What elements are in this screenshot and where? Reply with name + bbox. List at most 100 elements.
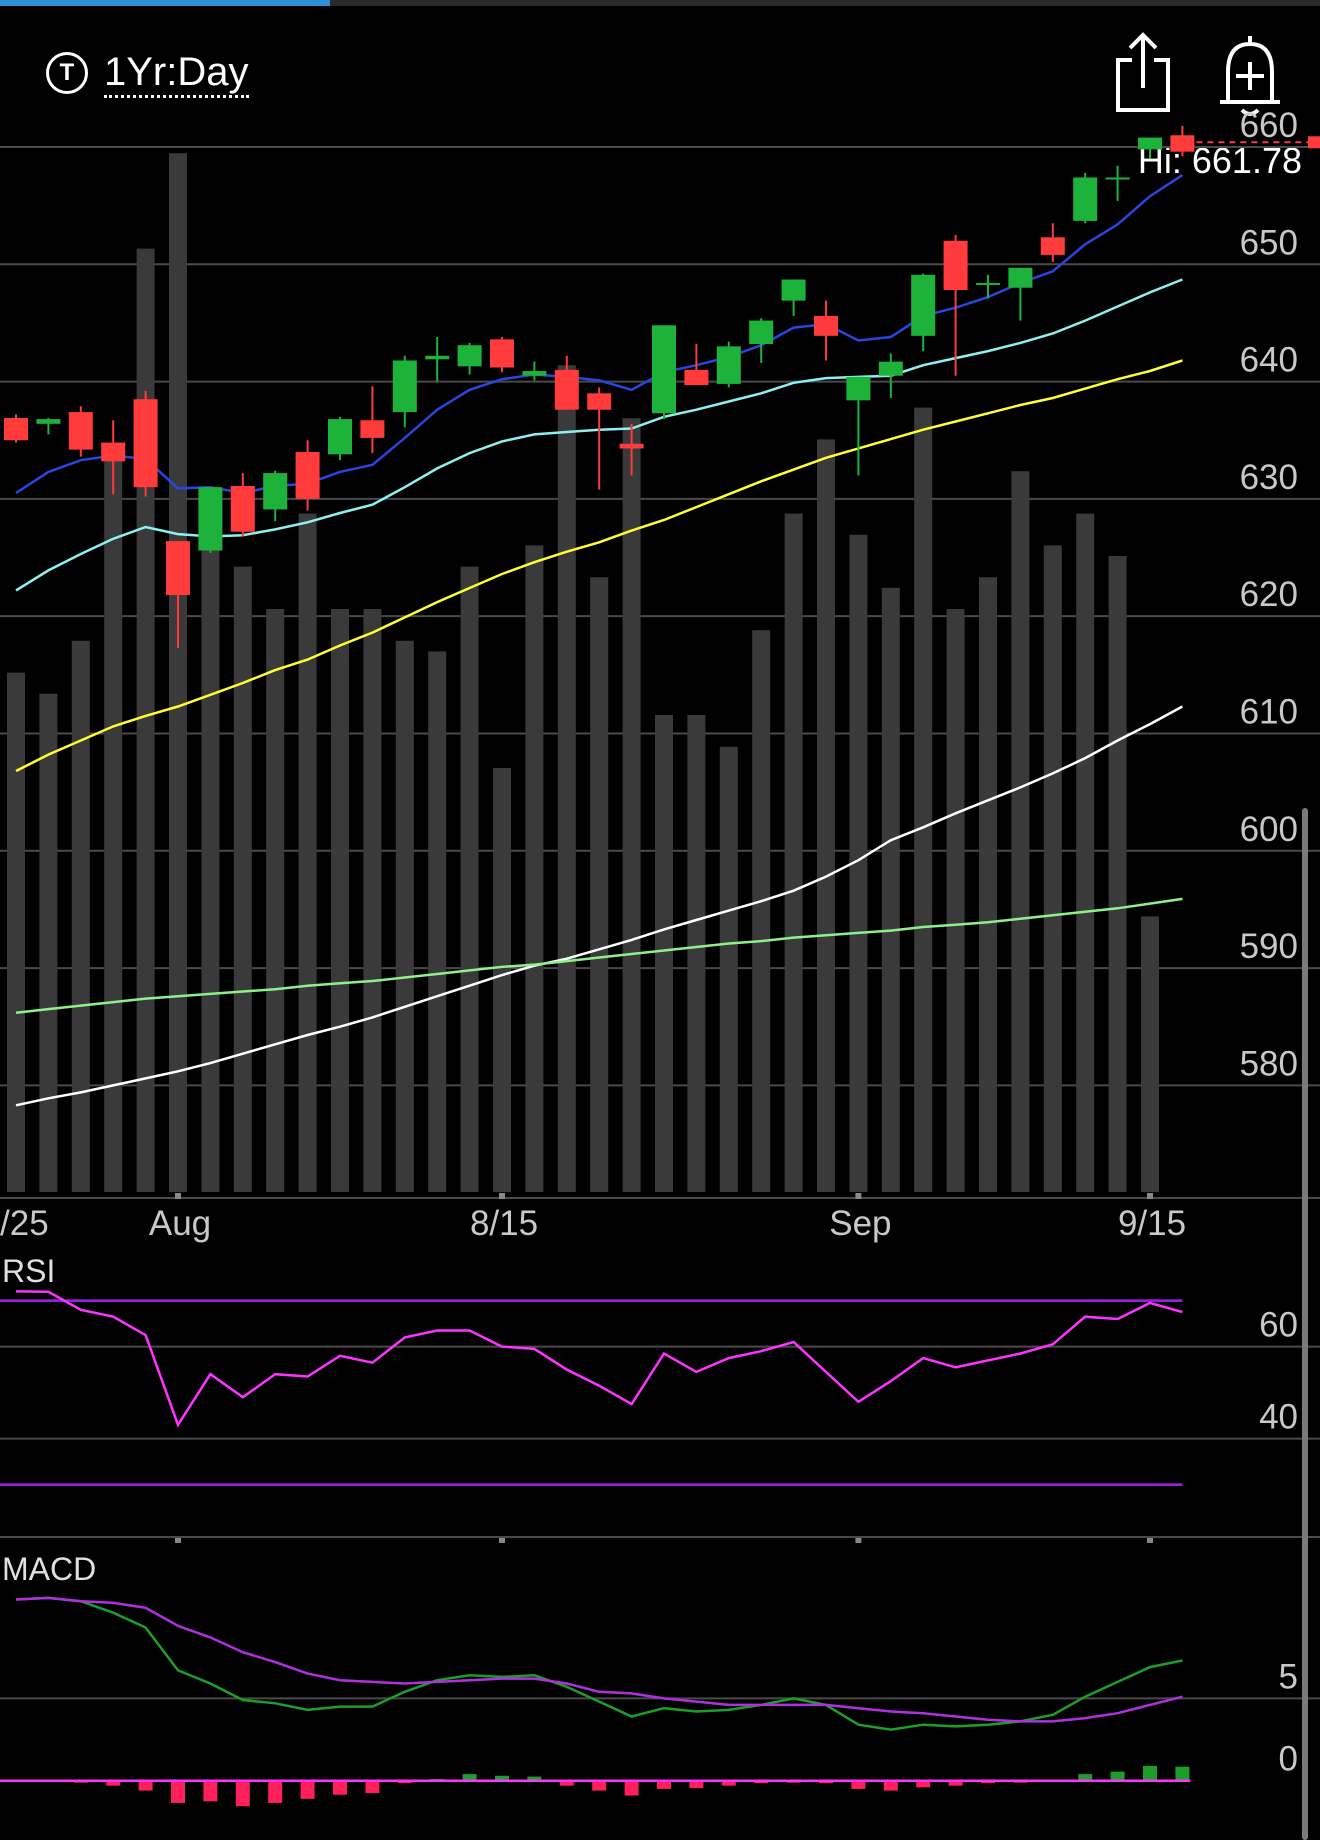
timeframe-label: 1Yr:Day [104,49,249,98]
volume-bar [493,768,511,1192]
volume-bar [1043,545,1062,1192]
price-tick-label: 590 [1240,927,1298,966]
volume-bar [1141,916,1159,1192]
candle-body [1170,135,1195,152]
volume-bar [395,640,414,1192]
volume-bar [136,248,155,1193]
macd-histogram-bar [689,1780,704,1789]
macd-tick-label: 0 [1279,1740,1298,1779]
volume-bar [881,587,900,1192]
candle-body [263,473,288,510]
timeframe-selector[interactable]: T 1Yr:Day [46,46,249,100]
macd-panel-title: MACD [2,1551,96,1587]
bell-plus-icon [1220,36,1280,116]
vertical-scrollbar[interactable] [1302,808,1308,1840]
candle-body [587,393,612,410]
volume-bar [557,365,576,1192]
candle-body [101,442,126,462]
candle-body [652,325,676,414]
date-axis-label: Aug [149,1204,211,1243]
macd-series-line [15,1596,1183,1731]
load-progress-bar [0,0,1320,6]
candle-body [1008,267,1033,288]
macd-histogram-bar [624,1780,639,1796]
volume-bar [719,746,738,1192]
rsi-tick-label: 60 [1259,1306,1298,1345]
price-tick-label: 630 [1240,458,1298,497]
date-axis-label: /25 [0,1204,49,1243]
candle-body [749,320,774,345]
volume-bar [590,577,609,1192]
macd-histogram-bar [171,1780,185,1803]
volume-bar [946,609,965,1192]
macd-histogram-bar [300,1780,315,1799]
candle-body [295,451,320,499]
candle-body [1105,177,1130,180]
macd-histogram-bar [106,1780,121,1786]
candle-body [1138,137,1162,150]
candle-body [554,369,579,410]
macd-histogram-bar [851,1780,866,1789]
candle-body [490,339,514,368]
last-price-marker [1308,136,1320,149]
candle-body [457,345,482,367]
candle-body [619,443,644,449]
macd-histogram-bar [365,1780,380,1794]
date-tick-mark [855,1537,862,1543]
macd-tick-label: 5 [1279,1657,1298,1696]
share-button[interactable] [1106,30,1178,116]
price-tick-label: 580 [1240,1044,1298,1083]
volume-bar [752,630,771,1192]
moving-average-line [15,897,1183,1014]
volume-bar [331,609,349,1192]
volume-bar [525,545,544,1192]
price-tick-label: 660 [1240,106,1298,145]
candle-body [392,360,417,413]
volume-bar [71,640,90,1192]
rsi-tick-label: 40 [1259,1398,1298,1437]
macd-histogram-bar [883,1780,898,1791]
volume-bar [39,693,58,1192]
macd-histogram-bar [721,1780,736,1786]
candle-body [198,487,223,551]
candle-body [522,371,547,376]
rsi-panel-title: RSI [2,1253,55,1289]
volume-bar [849,534,868,1192]
moving-average-line [15,359,1183,773]
candle-body [328,419,352,455]
date-tick-mark [499,1537,505,1543]
candle-body [36,419,61,424]
volume-bar [104,460,123,1193]
macd-histogram-bar [268,1780,283,1803]
date-axis-label: 9/15 [1118,1204,1186,1243]
price-tick-label: 600 [1240,810,1298,849]
alert-button[interactable] [1214,30,1286,116]
macd-histogram-bar [203,1780,218,1802]
macd-histogram-bar [916,1780,931,1788]
share-icon [1116,32,1170,112]
date-tick-mark [175,1193,181,1199]
date-tick-mark [499,1193,505,1199]
volume-bar [622,418,641,1192]
candle-body [976,283,1000,286]
macd-histogram-bar [948,1780,963,1786]
macd-histogram-bar [657,1780,671,1789]
volume-bar [298,513,317,1192]
macd-histogram-bar [462,1774,477,1781]
volume-bar [784,513,803,1192]
volume-bar [655,715,673,1192]
price-tick-label: 640 [1240,341,1298,380]
price-tick-label: 650 [1240,223,1298,262]
date-tick-mark [175,1537,181,1543]
load-progress-fill [0,0,330,6]
candle-body [133,399,158,488]
volume-bar [201,524,220,1192]
rsi-line [15,1290,1183,1428]
candle-body [1040,237,1065,255]
candle-body [846,376,871,401]
macd-histogram-bar [1078,1774,1093,1781]
volume-bar [1108,556,1127,1192]
macd-histogram-bar [527,1776,542,1781]
price-tick-label: 620 [1240,575,1298,614]
